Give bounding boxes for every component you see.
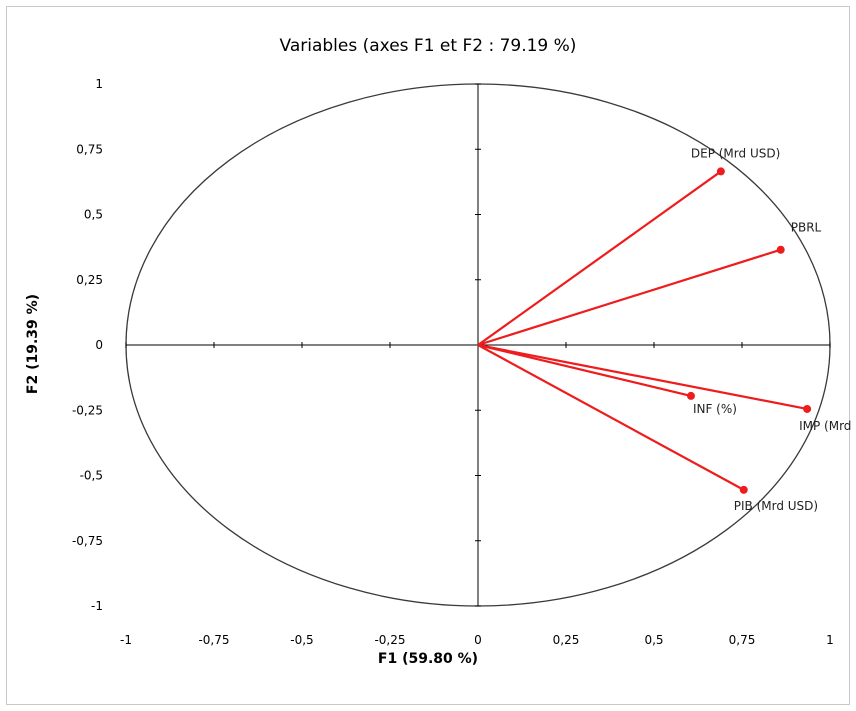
x-axis-label: F1 (59.80 %) xyxy=(377,651,479,667)
x-tick-label: 0 xyxy=(474,633,482,647)
point-label: PBRL xyxy=(791,221,822,235)
x-tick-label: 0,5 xyxy=(644,633,663,647)
y-tick-label: -1 xyxy=(91,599,103,613)
loading-vector xyxy=(477,248,782,347)
data-point xyxy=(803,404,812,413)
y-tick-label: 0 xyxy=(95,338,103,352)
x-tick-label: 0,75 xyxy=(729,633,756,647)
y-tick-label: 0,25 xyxy=(76,273,103,287)
x-tick-label: 0,25 xyxy=(553,633,580,647)
data-point xyxy=(776,245,785,254)
data-point xyxy=(686,391,695,400)
loading-vector xyxy=(477,344,745,491)
chart-frame xyxy=(6,6,850,705)
y-tick-label: 0,75 xyxy=(76,142,103,156)
chart-title: Variables (axes F1 et F2 : 79.19 %) xyxy=(279,36,577,56)
loading-vector xyxy=(477,343,692,397)
loading-vector xyxy=(477,170,722,346)
data-point xyxy=(739,485,748,494)
x-tick-label: -0,75 xyxy=(198,633,229,647)
point-label: IMP (Mrd USD) xyxy=(799,419,856,433)
point-label: PIB (Mrd USD) xyxy=(734,499,818,513)
y-tick-label: -0,75 xyxy=(72,534,103,548)
y-tick-label: 1 xyxy=(95,77,103,91)
point-label: DEP (Mrd USD) xyxy=(691,146,780,160)
loading-vector xyxy=(477,343,808,411)
x-tick-label: -1 xyxy=(120,633,132,647)
y-tick-label: -0,5 xyxy=(80,469,103,483)
x-tick-label: -0,25 xyxy=(374,633,405,647)
x-tick-label: 1 xyxy=(826,633,834,647)
data-point xyxy=(716,167,725,176)
point-label: INF (%) xyxy=(693,402,737,416)
x-tick-label: -0,5 xyxy=(290,633,313,647)
y-tick-label: -0,25 xyxy=(72,403,103,417)
y-tick-label: 0,5 xyxy=(84,208,103,222)
